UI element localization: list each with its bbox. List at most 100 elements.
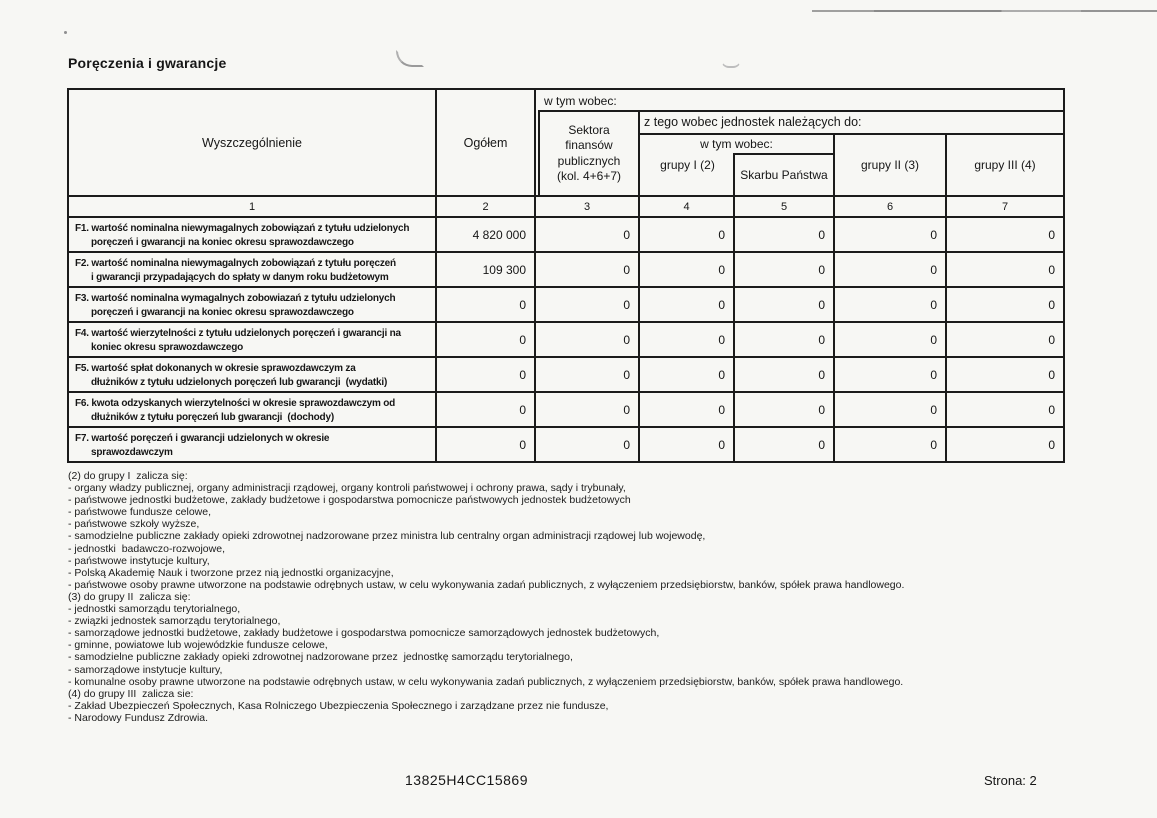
cell-value: 0 <box>735 288 835 321</box>
table-row-f2: F2. wartość nominalna niewymagalnych zob… <box>69 251 1063 286</box>
header-wyszczegolnienie: Wyszczególnienie <box>69 90 437 196</box>
footnote-line: - samodzielne publiczne zakłady opieki z… <box>68 530 706 543</box>
row-label: F4. wartość wierzytelności z tytułu udzi… <box>69 323 437 356</box>
column-number: 5 <box>735 197 835 216</box>
cell-value: 0 <box>1048 437 1055 452</box>
cell-value: 0 <box>536 428 640 461</box>
cell-value: 0 <box>835 323 947 356</box>
column-numbers-row: 1 2 3 4 5 6 7 <box>69 195 1063 218</box>
row-label: F3. wartość nominalna wymagalnych zobowi… <box>69 288 437 321</box>
footnote-line: - Polską Akademię Nauk i tworzone przez … <box>68 566 394 579</box>
table-row-f1: F1. wartość nominalna niewymagalnych zob… <box>69 218 1063 251</box>
scan-speck-artifact <box>64 31 67 34</box>
row-label: F6. kwota odzyskanych wierzytelności w o… <box>69 393 437 426</box>
footnote-line: - samorządowe jednostki budżetowe, zakła… <box>68 627 660 640</box>
cell-value: 0 <box>735 253 835 286</box>
pen-mark-artifact <box>721 59 741 68</box>
footnote-line: - państwowe szkoły wyższe, <box>68 518 200 531</box>
cell-value: 0 <box>835 358 947 391</box>
footnote-line: - państwowe instytucje kultury, <box>68 554 210 567</box>
column-number: 4 <box>640 197 735 216</box>
table-row-f4: F4. wartość wierzytelności z tytułu udzi… <box>69 321 1063 356</box>
column-number: 1 <box>69 197 437 216</box>
page-title: Poręczenia i gwarancje <box>68 55 227 71</box>
footnote-line: - jednostki badawczo-rozwojowe, <box>68 542 225 555</box>
cell-value: 0 <box>640 288 735 321</box>
header-groups-box: z tego wobec jednostek należących do: w … <box>640 112 1063 196</box>
header-band-z-tego-wobec: z tego wobec jednostek należących do: <box>644 115 862 129</box>
cell-value: 0 <box>437 288 536 321</box>
header-skarbu-panstwa: Skarbu Państwa <box>733 153 833 196</box>
pen-mark-artifact <box>396 50 424 67</box>
column-number: 7 <box>1001 200 1009 213</box>
cell-value: 0 <box>1048 367 1055 382</box>
cell-value: 0 <box>640 323 735 356</box>
cell-value: 0 <box>536 358 640 391</box>
header-grupy-III: grupy III (4) <box>974 158 1036 173</box>
cell-value: 0 <box>835 428 947 461</box>
column-number: 6 <box>835 197 947 216</box>
header-grupy-I-skarb: w tym wobec: grupy I (2) Skarbu Państwa <box>640 135 835 196</box>
table-row-f3: F3. wartość nominalna wymagalnych zobowi… <box>69 286 1063 321</box>
footnote-line: - Narodowy Fundusz Zdrowia. <box>68 711 209 724</box>
cell-value: 0 <box>1048 332 1055 347</box>
cell-value: 0 <box>640 428 735 461</box>
footnote-line: - jednostki samorządu terytorialnego, <box>68 603 241 616</box>
table-header: Wyszczególnienie Ogółem w tym wobec: Sek… <box>69 90 1063 196</box>
column-number: 2 <box>437 197 536 216</box>
cell-value: 0 <box>437 358 536 391</box>
footnote-line: - komunalne osoby prawne utworzone na po… <box>68 675 904 688</box>
cell-value: 0 <box>640 253 735 286</box>
cell-value: 0 <box>1048 262 1055 277</box>
table-row-f7: F7. wartość poręczeń i gwarancji udzielo… <box>69 426 1063 461</box>
cell-value: 0 <box>735 358 835 391</box>
cell-value: 0 <box>536 253 640 286</box>
table-body: F1. wartość nominalna niewymagalnych zob… <box>69 218 1063 461</box>
header-band-w-tym-wobec-2: w tym wobec: <box>700 137 773 151</box>
cell-value: 0 <box>835 288 947 321</box>
cell-value: 0 <box>640 218 735 251</box>
footnote-line: - związki jednostek samorządu terytorial… <box>68 615 281 628</box>
cell-value: 0 <box>640 358 735 391</box>
row-label: F2. wartość nominalna niewymagalnych zob… <box>69 253 437 286</box>
footnote-line: (2) do grupy I zalicza się: <box>68 470 188 482</box>
header-inner-box: Sektora finansów publicznych (kol. 4+6+7… <box>538 110 1063 196</box>
header-ogolem: Ogółem <box>437 90 536 196</box>
header-right-group: w tym wobec: Sektora finansów publicznyc… <box>536 90 1063 196</box>
footnote-line: (3) do grupy II zalicza się: <box>68 590 191 603</box>
cell-value: 0 <box>536 393 640 426</box>
table-row-f5: F5. wartość spłat dokonanych w okresie s… <box>69 356 1063 391</box>
cell-value: 0 <box>536 218 640 251</box>
row-label: F1. wartość nominalna niewymagalnych zob… <box>69 218 437 251</box>
cell-value: 0 <box>835 218 947 251</box>
column-number: 3 <box>536 197 640 216</box>
row-label: F5. wartość spłat dokonanych w okresie s… <box>69 358 437 391</box>
cell-value: 109 300 <box>437 253 536 286</box>
cell-value: 0 <box>1048 227 1055 242</box>
footnote-line: - gminne, powiatowe lub wojewódzkie fund… <box>68 639 328 652</box>
cell-value: 0 <box>735 428 835 461</box>
footnote-line: - państwowe jednostki budżetowe, zakłady… <box>68 494 631 507</box>
page-number: Strona: 2 <box>984 773 1037 788</box>
footnote-line: - państwowe osoby prawne utworzone na po… <box>68 578 905 591</box>
footnote-line: - Zakład Ubezpieczeń Społecznych, Kasa R… <box>68 699 609 712</box>
footnote-line: - samodzielne publiczne zakłady opieki z… <box>68 651 573 664</box>
cell-value: 0 <box>835 393 947 426</box>
cell-value: 0 <box>536 323 640 356</box>
cell-value: 0 <box>1048 402 1055 417</box>
guarantees-table: Wyszczególnienie Ogółem w tym wobec: Sek… <box>67 88 1065 463</box>
header-band-w-tym-wobec-1: w tym wobec: <box>544 94 617 108</box>
cell-value: 4 820 000 <box>437 218 536 251</box>
footnotes: (2) do grupy I zalicza się: - organy wła… <box>68 470 1148 724</box>
cell-value: 0 <box>1048 297 1055 312</box>
header-groups-columns: w tym wobec: grupy I (2) Skarbu Państwa … <box>640 133 1063 196</box>
header-grupy-I: grupy I (2) <box>660 158 715 173</box>
cell-value: 0 <box>437 393 536 426</box>
document-code: 13825H4CC15869 <box>405 772 528 788</box>
cell-value: 0 <box>437 323 536 356</box>
table-row-f6: F6. kwota odzyskanych wierzytelności w o… <box>69 391 1063 426</box>
cell-value: 0 <box>640 393 735 426</box>
cell-value: 0 <box>536 288 640 321</box>
header-grupy-II: grupy II (3) <box>835 135 947 196</box>
